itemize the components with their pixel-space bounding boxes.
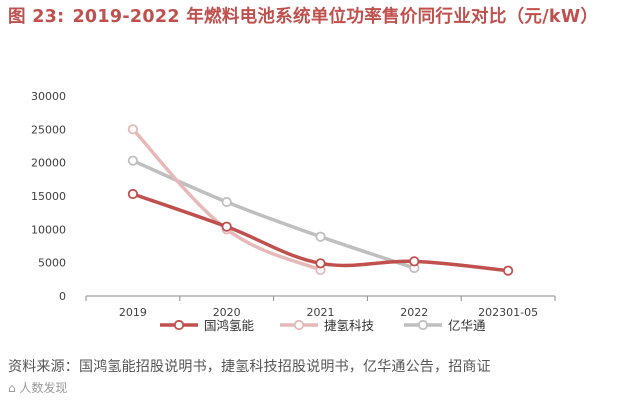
x-tick-label: 2022	[400, 306, 428, 319]
data-point	[315, 231, 326, 242]
chart-axes: 2019 2020 2021 2022 202301-05 0 5000 10000 15000…	[31, 90, 556, 319]
data-point	[221, 196, 232, 208]
y-tick-label: 0	[59, 290, 66, 303]
x-tick-label: 2020	[213, 306, 241, 319]
legend-label: 亿华通	[448, 318, 486, 333]
data-point	[127, 124, 138, 135]
y-tick-label: 20000	[31, 157, 66, 170]
y-tick-label: 5000	[38, 257, 66, 270]
y-tick-label: 25000	[31, 123, 66, 136]
x-tick-label: 2021	[307, 306, 335, 319]
legend-marker	[293, 319, 305, 331]
data-point	[315, 258, 326, 269]
data-point	[502, 265, 514, 276]
chart-legend: 国鸿氢能 捷氢科技 亿华通	[160, 318, 486, 333]
legend-marker	[417, 319, 429, 331]
series-line	[131, 158, 417, 270]
watermark: ⌂ 人数发现	[8, 381, 68, 395]
legend-marker	[173, 319, 185, 331]
legend-label: 国鸿氢能	[204, 318, 255, 333]
y-tick-label: 10000	[31, 223, 66, 236]
x-tick-label: 202301-05	[478, 306, 538, 319]
data-point	[221, 221, 232, 232]
chart-series	[127, 124, 514, 276]
legend-label: 捷氢科技	[324, 318, 375, 333]
x-tick-label: 2019	[119, 306, 147, 319]
data-point	[409, 256, 420, 267]
y-tick-label: 15000	[31, 190, 66, 203]
source-note: 资料来源：国鸿氢能招股说明书，捷氢科技招股说明书，亿华通公告，招商证	[8, 359, 491, 375]
figure-title: 图 23: 2019-2022 年燃料电池系统单位功率售价同行业对比（元/kW）	[8, 4, 633, 31]
figure-title-text: 2019-2022 年燃料电池系统单位功率售价同行业对比（元/kW）	[72, 7, 599, 27]
data-point	[127, 188, 138, 200]
data-point	[127, 155, 138, 166]
y-tick-label: 30000	[31, 90, 66, 103]
figure-label: 图 23:	[8, 7, 65, 27]
